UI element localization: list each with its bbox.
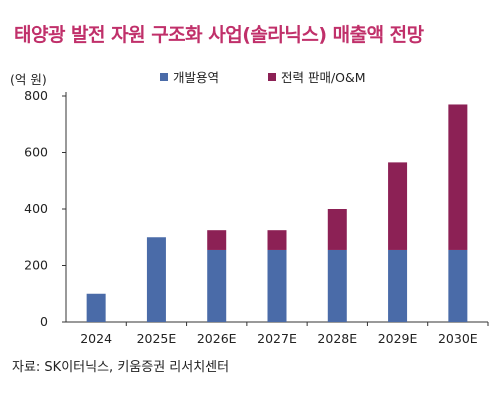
bar-dev-2026E	[207, 249, 227, 322]
bar-power-2027E	[267, 230, 287, 250]
chart-title: 태양광 발전 자원 구조화 사업(솔라닉스) 매출액 전망	[14, 24, 424, 46]
y-tick-label: 200	[24, 258, 48, 273]
x-tick-label: 2024	[80, 331, 112, 346]
legend-swatch-dev	[160, 72, 168, 81]
bar-dev-2029E	[388, 249, 408, 322]
bar-power-2026E	[207, 230, 227, 250]
bar-dev-2030E	[448, 249, 468, 322]
y-tick-label: 400	[24, 201, 48, 216]
bar-power-2030E	[448, 104, 468, 250]
legend-item-power: 전력 판매/O&M	[268, 67, 366, 86]
source-note: 자료: SK이터닉스, 키움증권 리서치센터	[12, 360, 230, 375]
y-tick-label: 0	[40, 314, 48, 329]
legend-item-dev: 개발용역	[160, 67, 219, 86]
bar-power-2029E	[388, 162, 408, 250]
x-tick-label: 2028E	[317, 331, 357, 346]
legend-label-power: 전력 판매/O&M	[281, 70, 366, 85]
x-tick-label: 2030E	[438, 331, 478, 346]
y-tick-label: 600	[24, 145, 48, 160]
x-tick-label: 2027E	[257, 331, 297, 346]
legend-swatch-power	[268, 72, 276, 81]
bar-dev-2025E	[146, 237, 166, 322]
bar-power-2028E	[327, 209, 347, 250]
legend-label-dev: 개발용역	[173, 70, 220, 85]
bar-dev-2024	[86, 293, 106, 322]
x-tick-label: 2026E	[197, 331, 237, 346]
bar-dev-2027E	[267, 249, 287, 322]
y-tick-label: 800	[24, 88, 48, 103]
x-tick-label: 2029E	[378, 331, 418, 346]
y-axis-unit-label: (억 원)	[10, 72, 47, 87]
bar-dev-2028E	[327, 249, 347, 322]
x-tick-label: 2025E	[137, 331, 177, 346]
